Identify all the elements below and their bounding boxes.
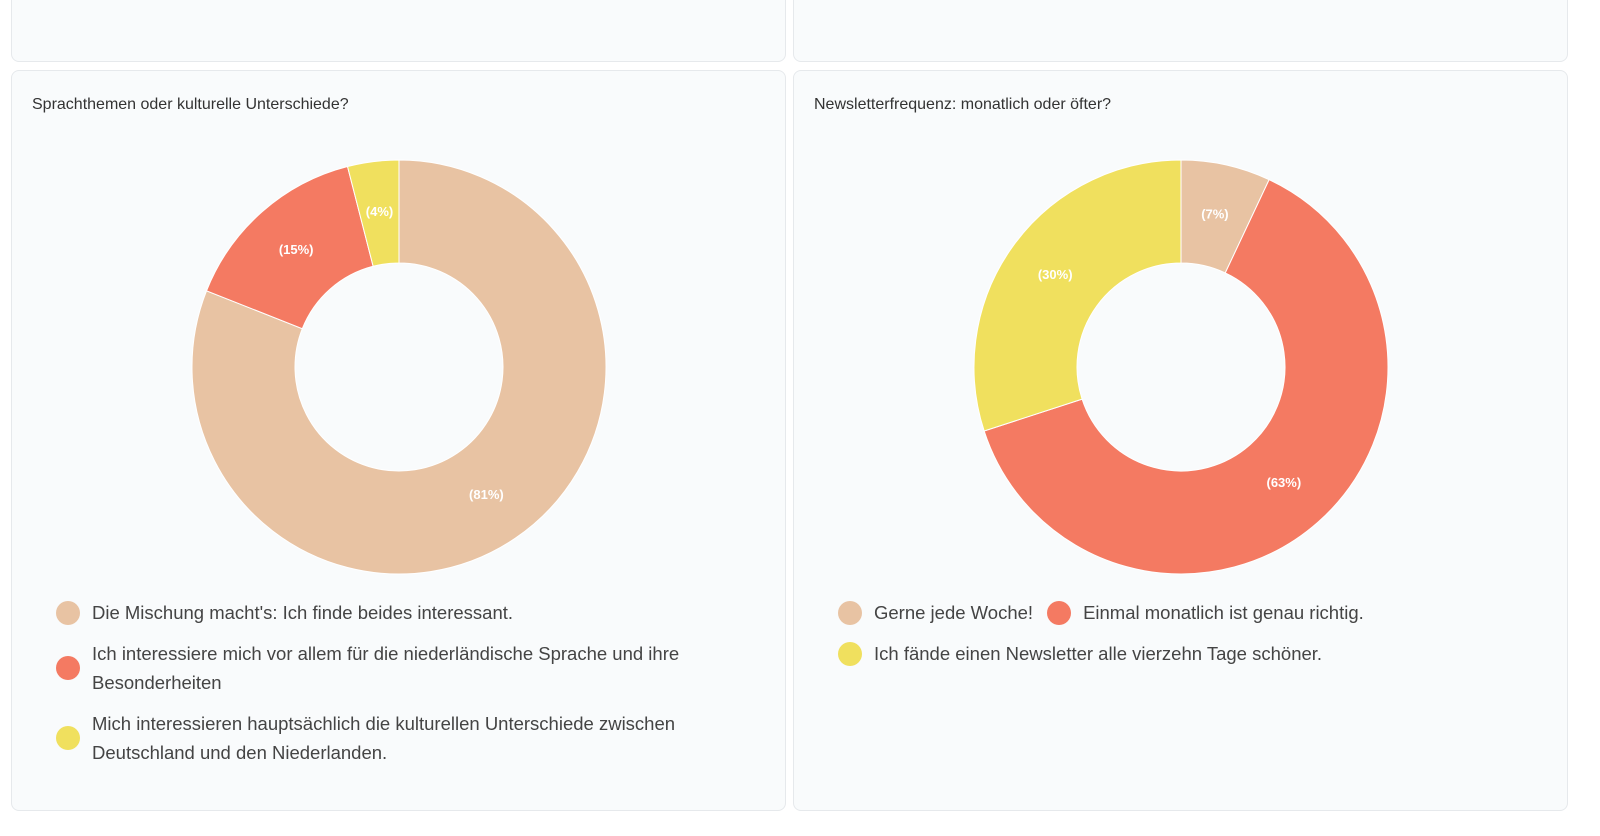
slice-label: (63%) bbox=[1266, 475, 1301, 490]
legend: Die Mischung macht's: Ich finde beides i… bbox=[56, 598, 756, 767]
slice-label: (4%) bbox=[366, 204, 393, 219]
slice-label: (81%) bbox=[469, 487, 504, 502]
donut-slice bbox=[205, 165, 374, 330]
legend-label: Gerne jede Woche! bbox=[874, 602, 1034, 623]
legend-label: Einmal monatlich ist genau richtig. bbox=[1083, 602, 1364, 623]
donut-slice bbox=[191, 159, 607, 575]
donut-slice bbox=[346, 159, 400, 267]
legend-swatch bbox=[838, 600, 862, 625]
legend-item: Gerne jede Woche! bbox=[838, 598, 1033, 627]
chart-title: Sprachthemen oder kulturelle Unterschied… bbox=[32, 96, 349, 113]
legend-swatch bbox=[56, 656, 80, 680]
chart-card: Newsletterfrequenz: monatlich oder öfter… bbox=[793, 70, 1568, 811]
legend-item: Einmal monatlich ist genau richtig. bbox=[1047, 598, 1364, 627]
slice-label: (30%) bbox=[1038, 267, 1073, 282]
legend-label: Mich interessieren hauptsächlich die kul… bbox=[92, 713, 676, 763]
legend-item: Ich interessiere mich vor allem für die … bbox=[56, 639, 756, 697]
chart-title: Newsletterfrequenz: monatlich oder öfter… bbox=[814, 96, 1112, 113]
legend-label: Ich interessiere mich vor allem für die … bbox=[92, 643, 680, 693]
card bbox=[793, 0, 1568, 62]
legend-swatch bbox=[56, 726, 80, 750]
legend-item: Die Mischung macht's: Ich finde beides i… bbox=[56, 598, 513, 627]
legend-label: Ich fände einen Newsletter alle vierzehn… bbox=[874, 643, 1323, 664]
slice-label: (7%) bbox=[1201, 207, 1228, 222]
legend-swatch bbox=[838, 641, 862, 666]
card bbox=[11, 0, 786, 62]
chart: (7%) (63%) (30%) bbox=[973, 159, 1389, 575]
slice-label: (15%) bbox=[279, 242, 314, 257]
legend: Gerne jede Woche! Einmal monatlich ist ge… bbox=[838, 598, 1538, 668]
legend-label: Die Mischung macht's: Ich finde beides i… bbox=[92, 602, 514, 623]
legend-swatch bbox=[56, 600, 80, 625]
legend-swatch bbox=[1047, 600, 1072, 625]
legend-item: Mich interessieren hauptsächlich die kul… bbox=[56, 709, 756, 767]
chart-card: Sprachthemen oder kulturelle Unterschied… bbox=[11, 70, 786, 811]
chart: (81%) (15%) (4%) bbox=[191, 159, 607, 575]
donut-slice bbox=[983, 179, 1389, 575]
legend-item: Ich fände einen Newsletter alle vierzehn… bbox=[838, 639, 1322, 668]
donut-slice bbox=[973, 159, 1182, 432]
